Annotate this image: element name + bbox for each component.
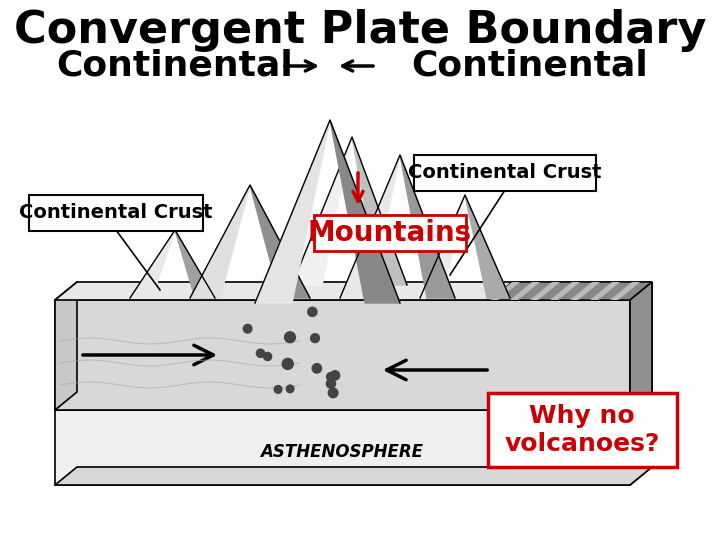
Text: Continental: Continental — [412, 49, 649, 83]
Text: Continental Crust: Continental Crust — [19, 204, 212, 222]
Circle shape — [287, 385, 294, 393]
Polygon shape — [530, 282, 560, 300]
Polygon shape — [352, 137, 407, 285]
Polygon shape — [630, 392, 652, 485]
Polygon shape — [330, 120, 400, 303]
Polygon shape — [190, 185, 250, 298]
Text: Continental: Continental — [57, 49, 293, 83]
Polygon shape — [400, 155, 455, 298]
Polygon shape — [630, 282, 652, 410]
Circle shape — [274, 386, 282, 393]
Circle shape — [327, 373, 336, 381]
Polygon shape — [55, 282, 77, 410]
Polygon shape — [55, 467, 652, 485]
Polygon shape — [55, 410, 630, 485]
Polygon shape — [255, 120, 330, 303]
Circle shape — [307, 307, 317, 316]
Polygon shape — [175, 230, 215, 298]
FancyBboxPatch shape — [29, 195, 203, 231]
Text: Mountains: Mountains — [308, 219, 472, 247]
Circle shape — [284, 332, 295, 343]
Circle shape — [282, 359, 293, 369]
Polygon shape — [490, 282, 652, 300]
Circle shape — [243, 325, 252, 333]
FancyBboxPatch shape — [488, 393, 677, 467]
Polygon shape — [590, 282, 620, 300]
Circle shape — [312, 363, 322, 373]
Polygon shape — [630, 282, 652, 410]
Text: Continental Crust: Continental Crust — [408, 164, 602, 183]
Circle shape — [256, 349, 265, 357]
Polygon shape — [130, 230, 175, 298]
Circle shape — [328, 388, 338, 397]
FancyBboxPatch shape — [314, 215, 466, 251]
Polygon shape — [570, 282, 600, 300]
Text: Convergent Plate Boundary: Convergent Plate Boundary — [14, 9, 706, 51]
Polygon shape — [610, 282, 640, 300]
Polygon shape — [55, 392, 652, 410]
Polygon shape — [510, 282, 540, 300]
Circle shape — [310, 334, 320, 342]
Circle shape — [330, 371, 340, 380]
Polygon shape — [250, 185, 310, 298]
Polygon shape — [465, 195, 510, 298]
FancyBboxPatch shape — [414, 155, 596, 191]
Text: ASTHENOSPHERE: ASTHENOSPHERE — [261, 443, 423, 461]
Circle shape — [326, 379, 336, 388]
Polygon shape — [292, 137, 352, 285]
Circle shape — [264, 353, 271, 361]
Polygon shape — [55, 300, 630, 410]
Polygon shape — [420, 195, 465, 298]
Polygon shape — [55, 282, 652, 300]
Polygon shape — [550, 282, 580, 300]
Polygon shape — [490, 282, 520, 300]
Text: Why no
volcanoes?: Why no volcanoes? — [504, 404, 660, 456]
Polygon shape — [340, 155, 400, 298]
